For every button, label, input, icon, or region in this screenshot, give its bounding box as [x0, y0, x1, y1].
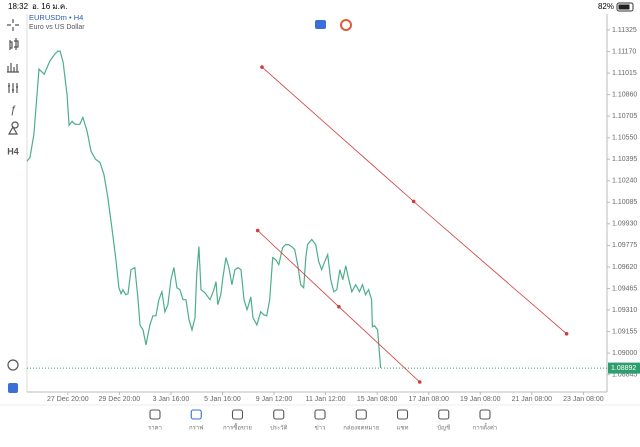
x-tick-label: 5 Jan 16:00 [204, 396, 241, 403]
x-tick-label: 17 Jan 08:00 [408, 396, 449, 403]
nav-label[interactable]: ราคา [148, 425, 162, 432]
status-battery: 82% [598, 2, 614, 11]
timeframe-button[interactable]: H4 [7, 146, 19, 156]
trend-point [564, 331, 569, 336]
y-tick-label: 1.09155 [612, 328, 637, 335]
one-click-button[interactable] [340, 19, 352, 31]
x-tick-label: 15 Jan 08:00 [357, 396, 398, 403]
candles-tool[interactable] [9, 38, 19, 50]
x-tick-label: 3 Jan 16:00 [153, 396, 190, 403]
nav-icon [190, 409, 202, 420]
nav-label[interactable]: กราฟ [189, 425, 203, 432]
nav-icon [314, 409, 326, 420]
x-tick-label: 21 Jan 08:00 [512, 396, 553, 403]
y-tick-label: 1.09310 [612, 307, 637, 314]
quick-tool[interactable] [7, 359, 19, 371]
x-tick-label: 19 Jan 08:00 [460, 396, 501, 403]
y-tick-label: 1.10860 [612, 91, 637, 98]
objects-tool[interactable] [7, 121, 19, 135]
symbol-description: Euro vs US Dollar [29, 24, 85, 31]
x-tick-label: 29 Dec 20:00 [99, 396, 141, 403]
y-tick-label: 1.11170 [612, 48, 636, 55]
trade-button[interactable] [315, 20, 326, 29]
y-tick-label: 1.11015 [612, 70, 637, 77]
crosshair-tool[interactable] [7, 19, 19, 31]
trend-point [337, 305, 341, 309]
y-tick-label: 1.10395 [612, 156, 637, 163]
x-tick-label: 27 Dec 20:00 [47, 396, 89, 403]
battery-icon [616, 2, 634, 12]
battery-level [618, 4, 630, 10]
symbol-name: EURUSDm • H4 [29, 13, 83, 22]
y-tick-label: 1.10085 [612, 199, 637, 206]
current-price-badge [608, 362, 640, 374]
y-tick-label: 1.09465 [612, 285, 637, 292]
nav-label[interactable]: บัญชี [437, 424, 450, 432]
bars-tool[interactable] [7, 63, 19, 73]
y-tick-label: 1.08845 [612, 371, 637, 378]
status-date: อ. 16 ม.ค. [32, 2, 67, 11]
nav-icon [355, 409, 367, 420]
nav-label[interactable]: แชท [397, 425, 409, 432]
nav-icon [396, 409, 409, 420]
nav-label[interactable]: การซื้อขาย [223, 422, 252, 432]
y-tick-label: 1.11325 [612, 27, 637, 34]
x-tick-label: 9 Jan 12:00 [256, 396, 293, 403]
y-tick-label: 1.10240 [612, 178, 637, 185]
price-line [26, 50, 382, 369]
y-tick-label: 1.10550 [612, 135, 637, 142]
y-tick-label: 1.10705 [612, 113, 637, 120]
nav-label[interactable]: ข่าว [315, 425, 326, 432]
functions-tool[interactable]: ƒ [10, 104, 16, 116]
nav-icon [438, 409, 450, 420]
trend-point [411, 199, 416, 204]
nav-label[interactable]: กล่องจดหมาย [343, 425, 379, 432]
status-time: 18:32 [8, 2, 29, 11]
indicators-tool[interactable] [8, 83, 18, 93]
nav-icon [479, 409, 491, 420]
nav-icons: ราคา กราฟ การซื้อขาย ประวัติ ข่าว กล่องจดหมาย… [148, 409, 497, 432]
trade-panel[interactable] [8, 383, 18, 393]
trend-point [417, 380, 422, 384]
x-tick-label: 23 Jan 08:00 [563, 396, 604, 403]
nav-label[interactable]: การตั้งค่า [473, 422, 497, 432]
y-tick-label: 1.09775 [612, 242, 637, 249]
y-tick-label: 1.09620 [612, 264, 637, 271]
nav-icon [149, 409, 161, 420]
nav-icon [273, 409, 285, 420]
y-tick-label: 1.09000 [612, 350, 637, 357]
y-tick-label: 1.09930 [612, 221, 637, 228]
trend-point [260, 65, 264, 69]
current-price-label: 1.08892 [611, 365, 636, 372]
left-toolbar: ƒ H4 [7, 19, 19, 393]
nav-icon [231, 409, 244, 420]
x-tick-label: 11 Jan 12:00 [306, 396, 346, 403]
nav-label[interactable]: ประวัติ [270, 425, 288, 432]
trend-point [255, 228, 260, 233]
